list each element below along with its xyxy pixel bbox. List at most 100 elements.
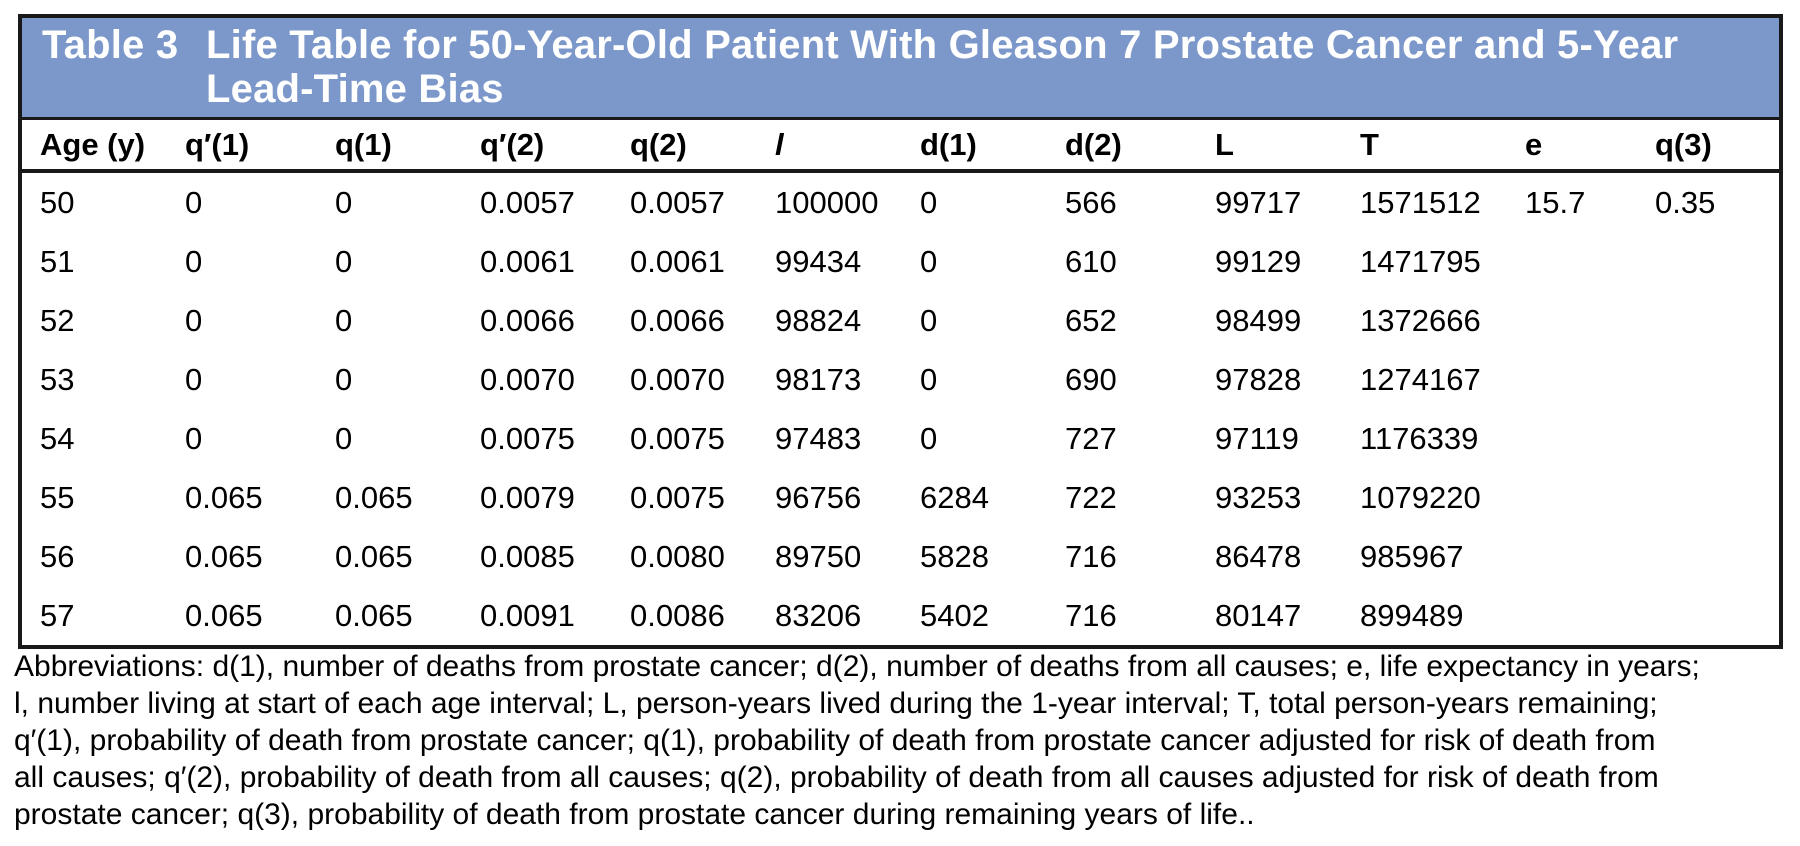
table-cell: 985967 — [1360, 538, 1464, 574]
table-cell: 716 — [1065, 597, 1117, 633]
column-header: q′(1) — [185, 126, 250, 162]
table-cell: 0 — [335, 243, 353, 279]
footnote-line: all causes; q′(2), probability of death … — [14, 761, 1659, 794]
table-cell: 0.0057 — [480, 184, 575, 220]
table-cell: 0 — [335, 184, 353, 220]
table-cell: 0 — [335, 302, 353, 338]
table-cell: 56 — [40, 538, 75, 574]
column-header: q(1) — [335, 126, 392, 162]
table-cell: 93253 — [1215, 479, 1302, 515]
column-header: q(2) — [630, 126, 687, 162]
table-cell: 98824 — [775, 302, 862, 338]
table-cell: 0.065 — [185, 597, 263, 633]
column-header: d(1) — [920, 126, 977, 162]
table-cell: 99434 — [775, 243, 862, 279]
table-cell: 99717 — [1215, 184, 1302, 220]
table-cell: 57 — [40, 597, 75, 633]
table-cell: 89750 — [775, 538, 862, 574]
table-cell: 0.0066 — [480, 302, 575, 338]
column-header: q(3) — [1655, 126, 1712, 162]
table-row: 52 0 0 0.0066 0.0066 98824 0 652 98499 1372666 — [22, 291, 1779, 350]
table-cell: 0 — [920, 243, 938, 279]
table-cell: 99129 — [1215, 243, 1302, 279]
table-cell: 0 — [920, 361, 938, 397]
table-row: 56 0.065 0.065 0.0085 0.0080 89750 5828 716 8647… — [22, 527, 1779, 586]
table-cell: 0.0070 — [480, 361, 575, 397]
table-cell: 50 — [40, 184, 75, 220]
table-cell: 0.0091 — [480, 597, 575, 633]
table-cell: 899489 — [1360, 597, 1464, 633]
footnote-line: prostate cancer; q(3), probability of de… — [14, 798, 1255, 831]
table-cell: 0 — [335, 420, 353, 456]
table-cell: 0.0085 — [480, 538, 575, 574]
table-cell: 96756 — [775, 479, 862, 515]
table-cell: 6284 — [920, 479, 989, 515]
table-number: Table 3 — [42, 23, 179, 67]
table-cell: 54 — [40, 420, 75, 456]
table-cell: 0 — [185, 361, 203, 397]
table-cell: 566 — [1065, 184, 1117, 220]
table-cell: 716 — [1065, 538, 1117, 574]
table-cell: 0 — [185, 243, 203, 279]
table-cell: 52 — [40, 302, 75, 338]
column-header: Age (y) — [40, 126, 146, 162]
table-cell: 98499 — [1215, 302, 1302, 338]
table-cell: 0.0057 — [630, 184, 725, 220]
table-cell: 5828 — [920, 538, 989, 574]
table-cell: 1571512 — [1360, 184, 1481, 220]
footnote-line: Abbreviations: d(1), number of deaths fr… — [14, 650, 1700, 683]
column-header: l — [775, 126, 784, 162]
table-cell: 0 — [185, 184, 203, 220]
table-cell: 0 — [335, 361, 353, 397]
table-cell: 1176339 — [1360, 420, 1479, 456]
table-cell: 97828 — [1215, 361, 1302, 397]
table-cell: 690 — [1065, 361, 1117, 397]
footnote-line: l, number living at start of each age in… — [14, 687, 1658, 720]
table-cell: 0.065 — [335, 479, 413, 515]
table-cell: 1274167 — [1360, 361, 1481, 397]
column-header: T — [1360, 126, 1379, 162]
column-header: q′(2) — [480, 126, 545, 162]
table-title: Life Table for 50-Year-Old Patient With … — [206, 23, 1679, 111]
table-cell: 51 — [40, 243, 75, 279]
table-cell: 98173 — [775, 361, 862, 397]
life-table-figure: Table 3 Life Table for 50-Year-Old Patie… — [18, 14, 1783, 649]
table-cell: 0 — [920, 420, 938, 456]
table-cell: 727 — [1065, 420, 1117, 456]
footnote-line: q′(1), probability of death from prostat… — [14, 724, 1656, 757]
table-cell: 0 — [920, 184, 938, 220]
table-cell: 0 — [185, 302, 203, 338]
table-cell: 0.065 — [335, 538, 413, 574]
table-cell: 0.065 — [185, 538, 263, 574]
table-cell: 722 — [1065, 479, 1117, 515]
table-cell: 0.0061 — [630, 243, 725, 279]
table-cell: 652 — [1065, 302, 1117, 338]
table-cell: 1079220 — [1360, 479, 1481, 515]
table-cell: 0 — [920, 302, 938, 338]
table-row: 57 0.065 0.065 0.0091 0.0086 83206 5402 716 8014… — [22, 586, 1779, 645]
table-title-bar: Table 3 Life Table for 50-Year-Old Patie… — [22, 18, 1779, 120]
table-row: 54 0 0 0.0075 0.0075 97483 0 727 97119 1176339 — [22, 409, 1779, 468]
column-header: L — [1215, 126, 1234, 162]
table-row: 55 0.065 0.065 0.0079 0.0075 96756 6284 722 9325… — [22, 468, 1779, 527]
table-cell: 0.0075 — [630, 479, 725, 515]
table-body: 50 0 0 0.0057 0.0057 100000 0 566 99717 1571512 15… — [22, 173, 1779, 645]
column-header: e — [1525, 126, 1543, 162]
column-header: d(2) — [1065, 126, 1122, 162]
table-cell: 0.065 — [185, 479, 263, 515]
table-cell: 0.0075 — [480, 420, 575, 456]
table-cell: 0.0070 — [630, 361, 725, 397]
table-cell: 0.0066 — [630, 302, 725, 338]
table-cell: 5402 — [920, 597, 989, 633]
table-row: 50 0 0 0.0057 0.0057 100000 0 566 99717 1571512 15… — [22, 173, 1779, 232]
table-cell: 86478 — [1215, 538, 1302, 574]
table-cell: 83206 — [775, 597, 862, 633]
table-cell: 0.0086 — [630, 597, 725, 633]
table-cell: 1471795 — [1360, 243, 1481, 279]
table-row: 53 0 0 0.0070 0.0070 98173 0 690 97828 1274167 — [22, 350, 1779, 409]
table-cell: 80147 — [1215, 597, 1302, 633]
table-cell: 55 — [40, 479, 75, 515]
table-cell: 15.7 — [1525, 184, 1586, 220]
table-cell: 1372666 — [1360, 302, 1481, 338]
